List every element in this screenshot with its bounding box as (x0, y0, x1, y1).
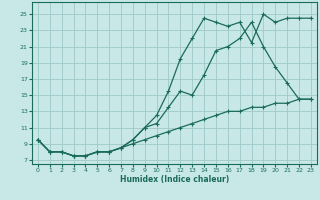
X-axis label: Humidex (Indice chaleur): Humidex (Indice chaleur) (120, 175, 229, 184)
